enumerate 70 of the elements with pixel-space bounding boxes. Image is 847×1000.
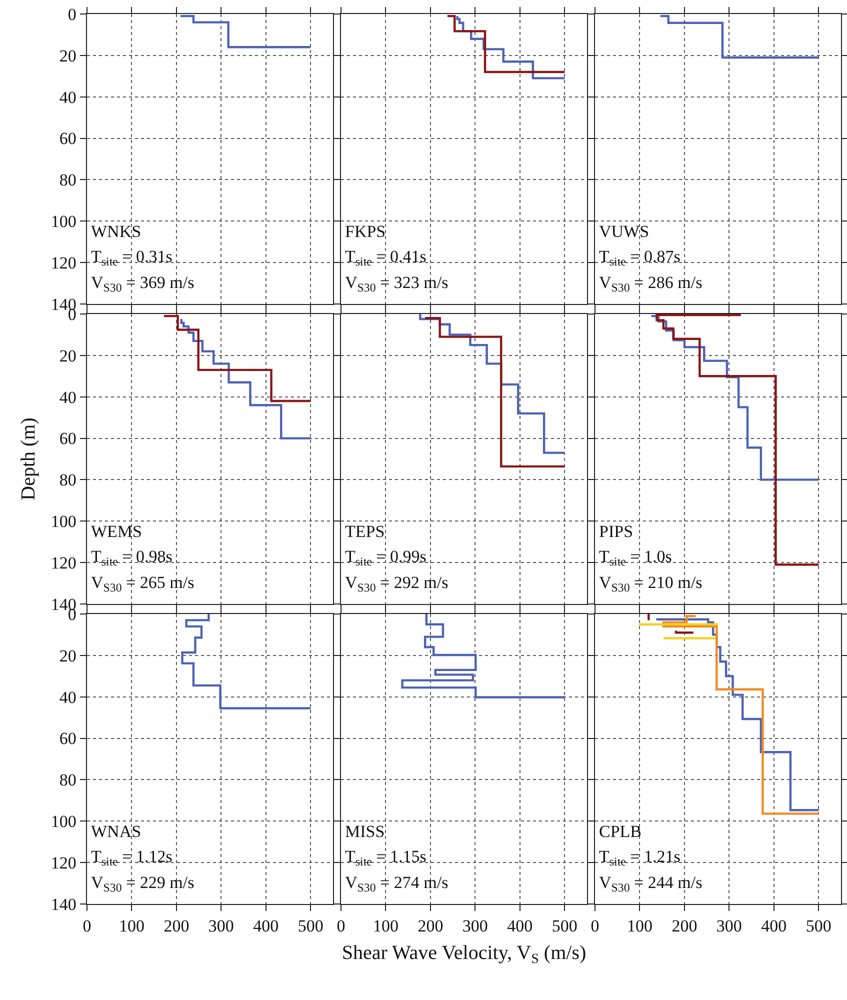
annotation: V$_{S30}$ = 244 m/s [599, 873, 702, 895]
x-tick-label: 400 [253, 916, 279, 936]
y-tick-label: 100 [50, 512, 76, 532]
annotation: FKPS [345, 222, 386, 241]
annotation: V$_{S30}$ = 265 m/s [91, 573, 194, 595]
y-tick-label: 20 [59, 646, 76, 666]
y-tick-label: 140 [50, 894, 76, 914]
x-tick-label: 200 [418, 916, 444, 936]
x-tick-label: 300 [716, 916, 742, 936]
annotation: T$_{site}$ = 0.41s [345, 247, 426, 269]
annotation: WNKS [91, 222, 142, 241]
y-tick-label: 20 [59, 46, 76, 66]
annotation: TEPS [345, 522, 385, 541]
x-tick-label: 500 [552, 916, 578, 936]
annotation: T$_{site}$ = 1.15s [345, 847, 426, 869]
y-tick-label: 40 [59, 88, 76, 107]
line-series [162, 314, 312, 402]
annotation: V$_{S30}$ = 292 m/s [345, 573, 448, 595]
y-tick-label: 100 [50, 212, 76, 232]
x-tick-label: 200 [672, 916, 698, 936]
y-tick-label: 60 [59, 129, 76, 148]
y-tick-label: 100 [50, 812, 76, 832]
y-tick-label: 20 [59, 346, 76, 366]
x-tick-label: 0 [82, 916, 92, 936]
annotation: V$_{S30}$ = 323 m/s [345, 273, 448, 295]
annotation: T$_{site}$ = 0.31s [91, 247, 172, 269]
annotation: WEMS [91, 522, 142, 541]
annotation: T$_{site}$ = 0.98s [91, 547, 172, 569]
annotation: MISS [345, 822, 385, 841]
line-series [181, 614, 312, 710]
x-tick-label: 100 [372, 916, 398, 936]
x-tick-label: 200 [164, 916, 190, 936]
y-tick-label: 40 [59, 688, 76, 707]
annotation: T$_{site}$ = 0.87s [599, 247, 680, 269]
y-tick-label: 80 [59, 170, 76, 190]
x-tick-label: 500 [806, 916, 832, 936]
annotation: T$_{site}$ = 1.21s [599, 847, 680, 869]
annotation: V$_{S30}$ = 274 m/s [345, 873, 448, 895]
x-tick-label: 100 [626, 916, 652, 936]
x-tick-label: 400 [507, 916, 533, 936]
annotation: V$_{S30}$ = 286 m/s [599, 273, 702, 295]
x-tick-label: 100 [118, 916, 144, 936]
x-tick-label: 300 [462, 916, 488, 936]
annotation: VUWS [599, 222, 650, 241]
y-tick-label: 0 [68, 4, 76, 24]
x-tick-label: 0 [336, 916, 346, 936]
x-tick-label: 400 [761, 916, 787, 936]
y-tick-label: 40 [59, 388, 76, 407]
y-tick-label: 80 [59, 470, 76, 490]
annotation: WNAS [91, 822, 142, 841]
x-tick-label: 500 [298, 916, 324, 936]
x-axis-title: Shear Wave Velocity, V$_{S}$ (m/s) [342, 942, 586, 968]
annotation: PIPS [599, 522, 634, 541]
x-tick-label: 0 [590, 916, 600, 936]
y-tick-label: 120 [50, 854, 76, 873]
annotation: T$_{site}$ = 0.99s [345, 547, 426, 569]
annotation: V$_{S30}$ = 369 m/s [91, 273, 194, 295]
annotation: V$_{S30}$ = 210 m/s [599, 573, 702, 595]
annotation: V$_{S30}$ = 229 m/s [91, 873, 194, 895]
x-tick-label: 300 [208, 916, 234, 936]
y-tick-label: 80 [59, 770, 76, 790]
annotation: T$_{site}$ = 1.0s [599, 547, 672, 569]
y-tick-label: 120 [50, 554, 76, 573]
y-tick-label: 60 [59, 729, 76, 748]
annotation: T$_{site}$ = 1.12s [91, 847, 172, 869]
y-tick-label: 120 [50, 254, 76, 273]
y-axis-title: Depth (m) [18, 418, 40, 500]
y-tick-label: 60 [59, 429, 76, 448]
line-series [180, 318, 312, 440]
annotation: CPLB [599, 822, 642, 841]
